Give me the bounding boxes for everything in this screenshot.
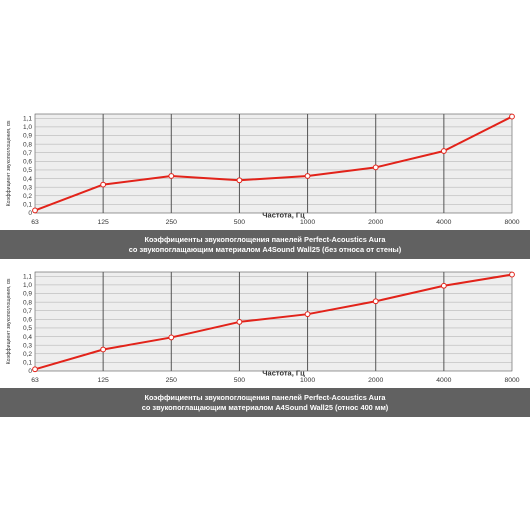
chart-1-y-tick-label: 0,5: [23, 167, 32, 174]
chart-1-data-point: [100, 181, 107, 188]
chart-2-y-tick-label: 0,9: [23, 291, 32, 298]
chart-2-data-point: [100, 346, 107, 353]
chart-1-caption-line-1: Коэффициенты звукопоглощения панелей Per…: [144, 234, 386, 244]
chart-2-y-tick-label: 0,8: [23, 299, 32, 306]
chart-1-plot-area: [34, 113, 513, 214]
chart-2-caption-line-1: Коэффициенты звукопоглощения панелей Per…: [144, 392, 386, 402]
chart-1-data-point: [236, 177, 243, 184]
chart-2-x-tick-label: 125: [97, 377, 109, 384]
chart-2-x-tick-label: 8000: [504, 377, 519, 384]
chart-1-y-tick-label: 0,1: [23, 202, 32, 209]
chart-2: 0 0,1 0,2 0,3 0,4 0,5 0,6 0,7 0,8 0,9 1,0 1,1 63 125 2…: [0, 263, 530, 417]
chart-1-x-tick-label: 125: [97, 219, 109, 226]
chart-1-x-tick-label: 8000: [504, 219, 519, 226]
chart-1-y-tick-label: 0,8: [23, 141, 32, 148]
chart-1-y-tick-label: 0,4: [23, 176, 32, 183]
chart-1-data-point: [304, 173, 311, 179]
chart-2-caption: Коэффициенты звукопоглощения панелей Per…: [0, 388, 530, 417]
chart-1-y-tick-label: 1,0: [23, 124, 32, 131]
chart-2-series-line: [34, 273, 513, 371]
chart-2-y-tick-label: 0,6: [23, 317, 32, 324]
chart-2-data-point: [509, 271, 515, 278]
chart-1-y-tick-label: 0,7: [23, 150, 32, 157]
chart-1-x-tick-label: 63: [31, 219, 39, 226]
chart-2-y-tick-label: 0: [28, 368, 32, 375]
chart-1-x-tick-label: 1000: [300, 219, 315, 226]
chart-2-x-axis-title: Частота, Гц: [262, 369, 305, 378]
chart-1-data-point: [32, 207, 38, 214]
chart-1-y-tick-label: 1,1: [23, 116, 32, 123]
chart-1-data-point: [440, 148, 447, 154]
chart-1-caption: Коэффициенты звукопоглощения панелей Per…: [0, 230, 530, 259]
chart-2-x-tick-label: 250: [166, 377, 178, 384]
chart-1-caption-line-2: со звукопоглащающим материалом A4Sound W…: [128, 244, 402, 254]
chart-1-data-point: [372, 164, 379, 171]
chart-2-x-tick-label: 63: [31, 377, 39, 384]
chart-2-y-tick-label: 0,5: [23, 325, 32, 332]
chart-2-y-tick-label: 0,7: [23, 308, 32, 315]
chart-1-data-point: [509, 113, 515, 120]
chart-1-x-tick-label: 4000: [436, 219, 451, 226]
chart-1-plot: 00,1 0,2 0,30,4 0,50,6 0,7 0,80,9 1,01,1 63 125 2…: [6, 113, 520, 226]
chart-2-caption-line-2: со звукопоглащающим материалом A4Sound W…: [141, 402, 389, 412]
chart-2-y-axis-title: Коэффициент звукопоглощения, αs: [6, 278, 12, 364]
chart-1-y-tick-label: 0,3: [23, 184, 32, 191]
chart-2-data-point: [168, 334, 175, 341]
chart-2-y-tick-label: 0,2: [23, 351, 32, 358]
chart-2-data-point: [304, 311, 311, 318]
chart-1-y-tick-label: 0,2: [23, 193, 32, 200]
chart-2-y-tick-label: 0,1: [23, 360, 32, 367]
chart-2-x-tick-label: 1000: [300, 377, 315, 384]
chart-2-data-point: [440, 282, 447, 289]
chart-1-y-axis-title: Коэффициент звукопоглощения, αs: [6, 120, 12, 206]
chart-1-data-point: [168, 173, 175, 179]
chart-2-data-point: [236, 319, 243, 325]
chart-2-x-tick-label: 2000: [368, 377, 383, 384]
chart-2-x-tick-label: 4000: [436, 377, 451, 384]
chart-2-y-tick-label: 1,0: [23, 282, 32, 289]
chart-2-data-point: [372, 298, 379, 305]
chart-1-x-axis-title: Частота, Гц: [262, 211, 305, 220]
chart-1-y-tick-label: 0,9: [23, 133, 32, 140]
chart-1-series-line: [34, 115, 513, 212]
chart-1-x-tick-label: 250: [166, 219, 178, 226]
chart-2-data-point: [32, 366, 38, 373]
chart-1-y-tick-label: 0,6: [23, 159, 32, 166]
chart-1-y-tick-label: 0: [28, 210, 32, 217]
chart-2-y-tick-label: 0,4: [23, 334, 32, 341]
chart-1-x-tick-label: 500: [234, 219, 246, 226]
chart-1-x-tick-label: 2000: [368, 219, 383, 226]
chart-2-y-tick-label: 0,3: [23, 342, 32, 349]
chart-2-y-tick-label: 1,1: [23, 274, 32, 281]
chart-2-plot: 00,1 0,2 0,30,4 0,50,6 0,7 0,80,9 1,01,1 63 125 2…: [6, 271, 520, 384]
chart-2-x-tick-label: 500: [234, 377, 246, 384]
chart-1: 0 0,1 0,2 0,3 0,4 0,5 0,6 0,7 0,8 0,9 1,0 1,1 63 125 2…: [0, 105, 530, 259]
